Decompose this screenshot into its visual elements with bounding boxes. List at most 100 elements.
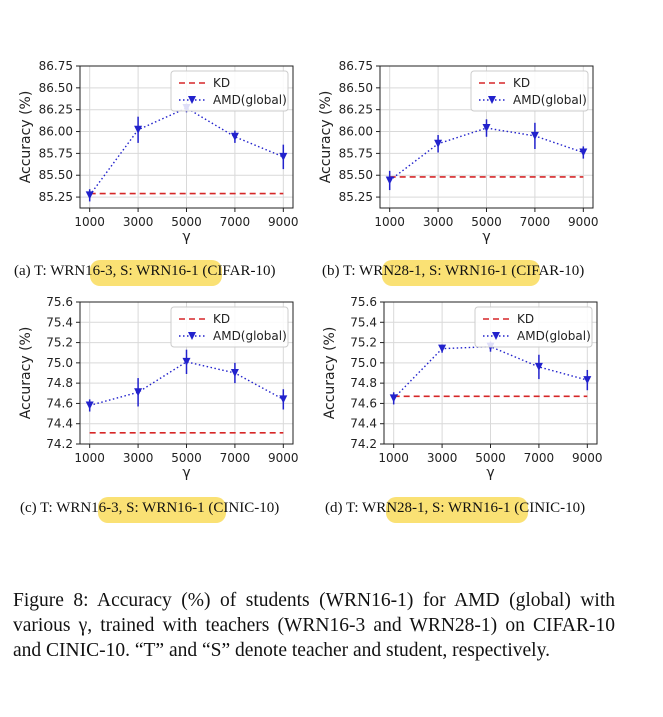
amd-point bbox=[85, 191, 94, 200]
y-tick-label: 74.2 bbox=[46, 437, 73, 451]
chart-c: 74.2 74.4 74.6 74.8 75.0 75.2 75.4 75.6 1000 3000… bbox=[18, 295, 299, 481]
y-tick-label: 85.50 bbox=[39, 168, 73, 182]
y-tick-label: 75.2 bbox=[350, 336, 377, 350]
y-tick-label: 75.4 bbox=[350, 315, 377, 329]
chart-d: 74.2 74.4 74.6 74.8 75.0 75.2 75.4 75.6 1000 3000… bbox=[322, 295, 603, 481]
y-tick-label: 74.8 bbox=[350, 376, 377, 390]
y-tick-label: 86.00 bbox=[339, 125, 373, 139]
amd-point bbox=[534, 362, 543, 371]
highlight-mark bbox=[98, 497, 226, 523]
x-axis-label: γ bbox=[182, 229, 190, 245]
amd-point bbox=[583, 376, 592, 385]
y-tick-label: 86.00 bbox=[39, 125, 73, 139]
amd-point bbox=[279, 152, 288, 161]
chart-panel-d: 74.2 74.4 74.6 74.8 75.0 75.2 75.4 75.6 1000 3000… bbox=[314, 294, 624, 494]
legend-box bbox=[470, 70, 589, 112]
legend-kd-label: KD bbox=[517, 312, 534, 326]
y-tick-label: 74.6 bbox=[350, 396, 377, 410]
amd-point bbox=[230, 369, 239, 377]
y-tick-label: 75.0 bbox=[350, 356, 377, 370]
amd-point bbox=[434, 139, 443, 148]
y-tick-label: 85.25 bbox=[39, 190, 73, 204]
subcaption-b: (b) T: WRN28-1, S: WRN16-1 (CIFAR-10) bbox=[322, 263, 585, 279]
x-tick-label: 7000 bbox=[524, 451, 555, 465]
amd-point bbox=[85, 401, 94, 410]
x-tick-label: 5000 bbox=[471, 215, 502, 229]
y-tick-label: 86.50 bbox=[339, 81, 373, 95]
y-tick-label: 74.2 bbox=[350, 437, 377, 451]
x-tick-label: 3000 bbox=[123, 451, 154, 465]
y-tick-label: 74.4 bbox=[350, 417, 377, 431]
legend-amd-marker bbox=[188, 96, 196, 104]
chart-panel-a: 85.25 85.50 85.75 86.00 86.25 86.50 86.75 1000 3… bbox=[10, 58, 320, 258]
highlight-mark bbox=[382, 260, 540, 286]
legend-kd-label: KD bbox=[513, 76, 530, 90]
legend-amd-label: AMD(global) bbox=[213, 329, 287, 343]
y-tick-label: 75.2 bbox=[46, 336, 73, 350]
y-axis-label: Accuracy (%) bbox=[18, 327, 34, 420]
x-tick-label: 5000 bbox=[475, 451, 506, 465]
legend-box bbox=[474, 306, 593, 348]
x-tick-label: 7000 bbox=[220, 215, 251, 229]
legend-box bbox=[170, 306, 289, 348]
amd-point bbox=[385, 176, 394, 185]
amd-point bbox=[182, 357, 191, 366]
figure-caption: Figure 8: Accuracy (%) of students (WRN1… bbox=[13, 590, 615, 661]
chart-a: 85.25 85.50 85.75 86.00 86.25 86.50 86.75 1000 3… bbox=[18, 59, 299, 245]
y-tick-label: 86.25 bbox=[39, 103, 73, 117]
x-axis-label: γ bbox=[486, 465, 494, 481]
x-tick-label: 9000 bbox=[268, 451, 299, 465]
y-axis-label: Accuracy (%) bbox=[318, 91, 334, 184]
x-tick-label: 3000 bbox=[427, 451, 458, 465]
amd-point bbox=[579, 148, 588, 157]
x-tick-label: 1000 bbox=[74, 451, 105, 465]
amd-point bbox=[134, 388, 143, 397]
y-tick-label: 74.6 bbox=[46, 396, 73, 410]
x-tick-label: 3000 bbox=[123, 215, 154, 229]
subcaption-a: (a) T: WRN16-3, S: WRN16-1 (CIFAR-10) bbox=[14, 263, 276, 279]
legend-amd-marker bbox=[188, 332, 196, 340]
legend-kd-label: KD bbox=[213, 312, 230, 326]
x-axis-label: γ bbox=[182, 465, 190, 481]
legend-amd-marker bbox=[488, 96, 496, 104]
x-tick-label: 7000 bbox=[520, 215, 551, 229]
legend-amd-label: AMD(global) bbox=[517, 329, 591, 343]
chart-b: 85.25 85.50 85.75 86.00 86.25 86.50 86.75 1000 3… bbox=[318, 59, 599, 245]
amd-point bbox=[230, 132, 239, 141]
x-tick-label: 1000 bbox=[378, 451, 409, 465]
amd-line bbox=[389, 127, 584, 182]
x-axis-label: γ bbox=[482, 229, 490, 245]
legend-amd-marker bbox=[492, 332, 500, 340]
y-tick-label: 75.4 bbox=[46, 315, 73, 329]
highlight-mark bbox=[386, 497, 528, 523]
x-tick-label: 9000 bbox=[568, 215, 599, 229]
y-axis-label: Accuracy (%) bbox=[18, 91, 34, 184]
legend-amd-label: AMD(global) bbox=[513, 93, 587, 107]
amd-point bbox=[134, 125, 143, 134]
y-tick-label: 86.50 bbox=[39, 81, 73, 95]
amd-point bbox=[438, 344, 447, 353]
y-tick-label: 75.6 bbox=[46, 295, 73, 309]
legend: KD AMD(global) bbox=[170, 70, 289, 112]
x-tick-label: 1000 bbox=[374, 215, 405, 229]
x-tick-label: 9000 bbox=[268, 215, 299, 229]
legend-amd-label: AMD(global) bbox=[213, 93, 287, 107]
amd-point bbox=[482, 124, 491, 133]
amd-line bbox=[89, 107, 284, 196]
plot-frame bbox=[379, 65, 594, 209]
y-tick-label: 85.50 bbox=[339, 168, 373, 182]
legend: KD AMD(global) bbox=[170, 306, 289, 348]
chart-panel-b: 85.25 85.50 85.75 86.00 86.25 86.50 86.75 1000 3… bbox=[310, 58, 620, 258]
x-tick-label: 9000 bbox=[572, 451, 603, 465]
y-tick-label: 86.25 bbox=[339, 103, 373, 117]
x-tick-label: 7000 bbox=[220, 451, 251, 465]
legend: KD AMD(global) bbox=[474, 306, 593, 348]
x-tick-label: 1000 bbox=[74, 215, 105, 229]
y-tick-label: 85.75 bbox=[39, 146, 73, 160]
highlight-mark bbox=[90, 260, 222, 286]
y-tick-label: 75.0 bbox=[46, 356, 73, 370]
y-tick-label: 85.75 bbox=[339, 146, 373, 160]
legend-box bbox=[170, 70, 289, 112]
y-axis-label: Accuracy (%) bbox=[322, 327, 338, 420]
amd-line bbox=[89, 361, 284, 407]
